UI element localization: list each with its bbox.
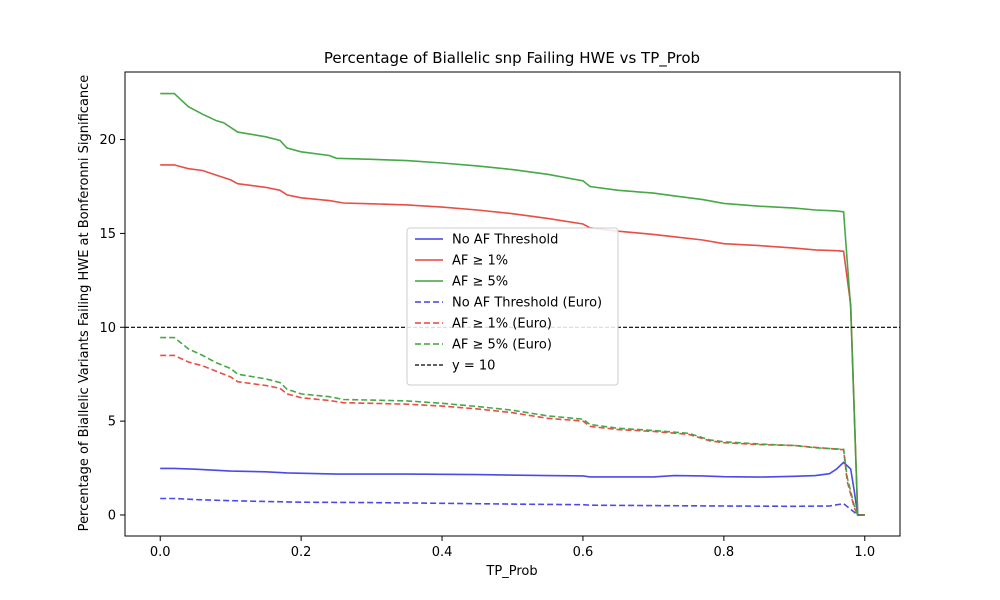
x-tick-label: 0.8 — [714, 545, 735, 560]
x-tick-label: 0.2 — [291, 545, 312, 560]
x-tick-label: 0.4 — [432, 545, 453, 560]
legend-box — [406, 227, 619, 386]
legend-label-5: AF ≥ 5% (Euro) — [452, 338, 552, 353]
legend-label-0: No AF Threshold — [452, 233, 558, 248]
series-line-5 — [160, 336, 865, 516]
y-tick-label: 20 — [99, 133, 116, 148]
series-line-2 — [160, 92, 865, 516]
legend: No AF Threshold AF ≥ 1% AF ≥ 5% No AF Thres… — [406, 227, 619, 386]
legend-label-6: y = 10 — [452, 359, 495, 374]
series-line-0 — [160, 461, 865, 516]
legend-label-1: AF ≥ 1% — [452, 254, 508, 269]
x-axis-label: TP_Prob — [485, 564, 537, 579]
y-tick-label: 0 — [108, 508, 116, 523]
legend-label-4: AF ≥ 1% (Euro) — [452, 317, 552, 332]
plot-area — [125, 92, 900, 516]
x-tick-label: 0.6 — [573, 545, 594, 560]
legend-label-3: No AF Threshold (Euro) — [452, 296, 602, 311]
y-axis-label: Percentage of Biallelic Variants Failing… — [77, 75, 92, 532]
x-axis: 0.0 0.2 0.4 0.6 0.8 1.0 — [150, 536, 875, 560]
axes-frame — [124, 71, 901, 537]
x-tick-label: 1.0 — [854, 545, 875, 560]
chart-title: Percentage of Biallelic snp Failing HWE … — [324, 49, 700, 68]
series-line-4 — [160, 354, 865, 516]
y-tick-label: 10 — [99, 321, 116, 336]
y-tick-label: 5 — [108, 415, 116, 430]
series-line-1 — [160, 164, 865, 516]
legend-label-2: AF ≥ 5% — [452, 275, 508, 290]
y-tick-label: 15 — [99, 227, 116, 242]
y-axis: 0 5 10 15 20 — [99, 133, 125, 523]
x-tick-label: 0.0 — [150, 545, 171, 560]
